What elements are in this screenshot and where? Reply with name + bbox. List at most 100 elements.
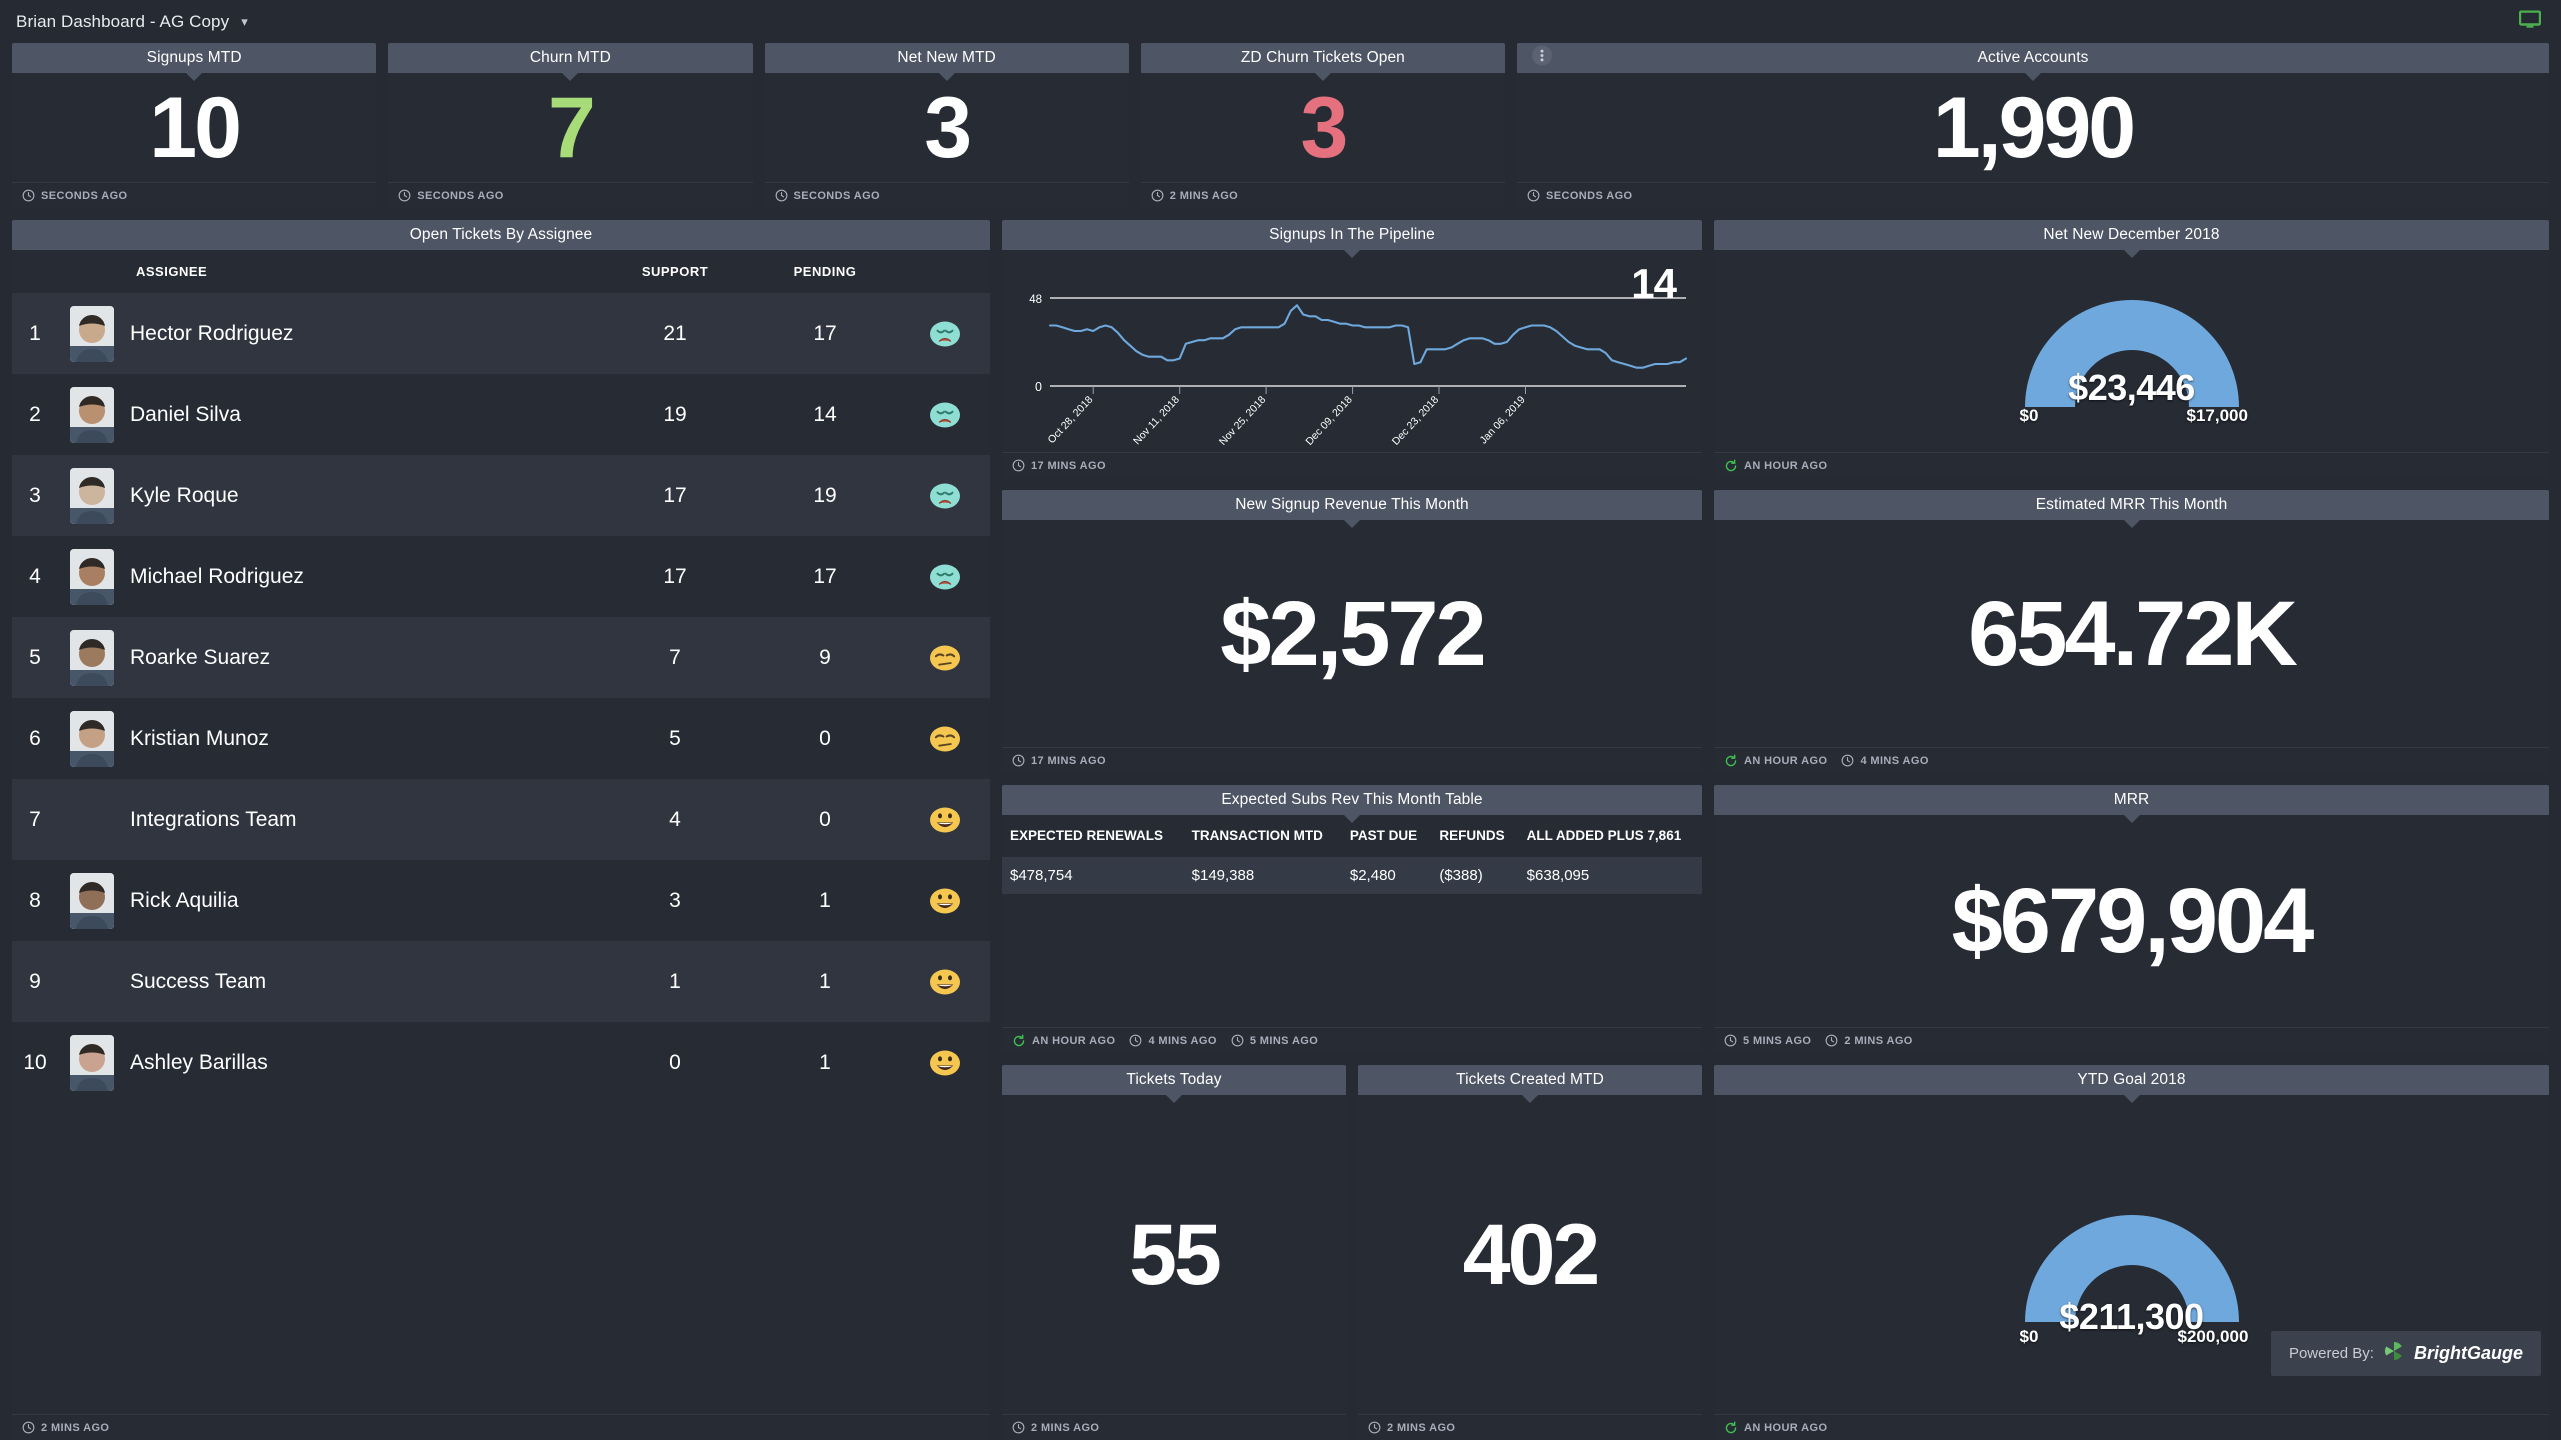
row-assignee: Integrations Team bbox=[58, 779, 600, 860]
table-row[interactable]: 9 Success Team 1 1 bbox=[12, 941, 990, 1022]
gauge-value: $23,446 bbox=[2068, 367, 2195, 409]
brightgauge-badge[interactable]: Powered By: BrightGauge bbox=[2270, 1331, 2541, 1376]
widget-header: MRR bbox=[1714, 785, 2549, 823]
assignee-name: Daniel Silva bbox=[130, 402, 241, 426]
timestamp: 2 MINS AGO bbox=[1151, 189, 1238, 202]
gauge-max-label: $200,000 bbox=[2177, 1326, 2249, 1346]
subs-column-header: REFUNDS bbox=[1439, 828, 1505, 843]
timestamp: 5 MINS AGO bbox=[1724, 1034, 1811, 1047]
table-body: 1 Hector Rodriguez 21 17 2 Daniel Silva 19 14 3 K… bbox=[12, 293, 990, 1103]
timestamp: SECONDS AGO bbox=[775, 189, 881, 202]
timestamp-label: 4 MINS AGO bbox=[1148, 1034, 1217, 1047]
widget-footer: AN HOUR AGO 4 MINS AGO 5 MINS AGO bbox=[1002, 1027, 1702, 1053]
widget-footer: 2 MINS AGO bbox=[12, 1414, 990, 1440]
col-assignee: ASSIGNEE bbox=[58, 250, 600, 293]
widget-footer: 2 MINS AGO bbox=[1358, 1414, 1702, 1440]
widget-body: 48 0 Oct 28, 2018 Nov 11, 2018 Nov 25, 2018 D… bbox=[1002, 250, 1702, 452]
row-rank: 9 bbox=[29, 969, 41, 993]
row-pending: 0 bbox=[819, 807, 831, 831]
row-pending: 1 bbox=[819, 969, 831, 993]
widget-net-new-december[interactable]: Net New December 2018 $23,446 $0 $17,000 bbox=[1714, 220, 2549, 478]
lower-grid: Open Tickets By Assignee ASSIGNEE SUPPOR… bbox=[12, 220, 2549, 1440]
timestamp: AN HOUR AGO bbox=[1724, 459, 1827, 473]
clock-icon bbox=[1724, 1034, 1737, 1047]
row-assignee: Success Team bbox=[58, 941, 600, 1022]
assignee-name: Kristian Munoz bbox=[130, 726, 269, 750]
col-pending: PENDING bbox=[750, 250, 900, 293]
row-mood bbox=[900, 1022, 990, 1103]
widget-expected-subs-rev[interactable]: Expected Subs Rev This Month Table EXPEC… bbox=[1002, 785, 1702, 1053]
timestamp: AN HOUR AGO bbox=[1012, 1034, 1115, 1048]
clock-icon bbox=[1368, 1421, 1381, 1434]
table-row[interactable]: 6 Kristian Munoz 5 0 bbox=[12, 698, 990, 779]
kpi-value: 3 bbox=[924, 79, 972, 176]
row-mood bbox=[900, 293, 990, 374]
expected-subs-table: EXPECTED RENEWALS TRANSACTION MTD PAST DUE… bbox=[1002, 815, 1702, 894]
row-pending: 1 bbox=[819, 1050, 831, 1074]
assignee-name: Kyle Roque bbox=[130, 483, 239, 507]
table-row[interactable]: 4 Michael Rodriguez 17 17 bbox=[12, 536, 990, 617]
kpi-value: 654.72K bbox=[1968, 582, 2298, 685]
gauge-max-label: $17,000 bbox=[2186, 406, 2248, 425]
widget-body: $679,904 bbox=[1714, 815, 2549, 1027]
widget-title: Net New MTD bbox=[897, 49, 996, 66]
table-row[interactable]: 10 Ashley Barillas 0 1 bbox=[12, 1022, 990, 1103]
row-mood bbox=[900, 860, 990, 941]
kpi-net-new-mtd[interactable]: Net New MTD 3 SECONDS AGO bbox=[764, 43, 1129, 208]
row-assignee: Ashley Barillas bbox=[58, 1022, 600, 1103]
row-mood bbox=[900, 536, 990, 617]
widget-footer: SECONDS AGO bbox=[12, 182, 377, 208]
grinning-face-icon bbox=[930, 1050, 960, 1075]
row-assignee: Michael Rodriguez bbox=[58, 536, 600, 617]
widget-ytd-goal[interactable]: YTD Goal 2018 $211,300 $0 $200,000 P bbox=[1714, 1065, 2549, 1440]
row-rank: 8 bbox=[29, 888, 41, 912]
kpi-row: Signups MTD 10 SECONDS AGO Churn MTD bbox=[12, 43, 2549, 208]
widget-header: Active Accounts bbox=[1517, 43, 2549, 81]
info-icon[interactable] bbox=[1531, 45, 1553, 72]
widget-title: Active Accounts bbox=[1977, 49, 2089, 66]
widget-mrr[interactable]: MRR $679,904 5 MINS AGO 2 MINS AGO bbox=[1714, 785, 2549, 1053]
timestamp-label: 4 MINS AGO bbox=[1860, 754, 1929, 767]
row-support: 19 bbox=[663, 402, 687, 426]
widget-header: Tickets Created MTD bbox=[1358, 1065, 1702, 1103]
widget-tickets-created-mtd[interactable]: Tickets Created MTD 402 2 MINS AGO bbox=[1358, 1065, 1702, 1440]
widget-title: Churn MTD bbox=[529, 49, 611, 66]
table-row[interactable]: 5 Roarke Suarez 7 9 bbox=[12, 617, 990, 698]
timestamp: 5 MINS AGO bbox=[1231, 1034, 1318, 1047]
table-row[interactable]: 7 Integrations Team 4 0 bbox=[12, 779, 990, 860]
table-row[interactable]: 1 Hector Rodriguez 21 17 bbox=[12, 293, 990, 374]
widget-body: 402 bbox=[1358, 1095, 1702, 1414]
row-support: 1 bbox=[669, 969, 681, 993]
kpi-active-accounts[interactable]: Active Accounts 1,990 SECONDS AGO bbox=[1517, 43, 2549, 208]
row-mood bbox=[900, 941, 990, 1022]
widget-open-tickets-by-assignee[interactable]: Open Tickets By Assignee ASSIGNEE SUPPOR… bbox=[12, 220, 990, 1440]
kpi-churn-mtd[interactable]: Churn MTD 7 SECONDS AGO bbox=[388, 43, 753, 208]
widget-header: YTD Goal 2018 bbox=[1714, 1065, 2549, 1103]
table-row[interactable]: 8 Rick Aquilia 3 1 bbox=[12, 860, 990, 941]
kpi-zd-churn-tickets-open[interactable]: ZD Churn Tickets Open 3 2 MINS AGO bbox=[1140, 43, 1505, 208]
row-support: 4 bbox=[669, 807, 681, 831]
avatar bbox=[70, 629, 114, 686]
row-assignee: Hector Rodriguez bbox=[58, 293, 600, 374]
avatar bbox=[70, 467, 114, 524]
chevron-down-icon[interactable]: ▾ bbox=[241, 14, 248, 29]
subs-cell: $478,754 bbox=[1002, 856, 1184, 894]
line-chart: 48 0 Oct 28, 2018 Nov 11, 2018 Nov 25, 2018 D… bbox=[1002, 250, 1702, 452]
line-chart-svg: 48 0 Oct 28, 2018 Nov 11, 2018 Nov 25, 2018 D… bbox=[1029, 294, 1688, 448]
widget-estimated-mrr[interactable]: Estimated MRR This Month 654.72K AN HOUR… bbox=[1714, 490, 2549, 773]
subs-cell: ($388) bbox=[1431, 856, 1519, 894]
table-row[interactable]: 2 Daniel Silva 19 14 bbox=[12, 374, 990, 455]
top-bar: Brian Dashboard - AG Copy ▾ bbox=[0, 0, 2561, 43]
kpi-signups-mtd[interactable]: Signups MTD 10 SECONDS AGO bbox=[12, 43, 377, 208]
widget-footer: SECONDS AGO bbox=[1517, 182, 2549, 208]
row-pending: 9 bbox=[819, 645, 831, 669]
widget-signups-in-the-pipeline[interactable]: Signups In The Pipeline 48 0 Oct 28, 2018 N… bbox=[1002, 220, 1702, 478]
row-support: 21 bbox=[663, 321, 687, 345]
monitor-icon[interactable] bbox=[2518, 9, 2542, 33]
row-assignee: Kyle Roque bbox=[58, 455, 600, 536]
table-row[interactable]: 3 Kyle Roque 17 19 bbox=[12, 455, 990, 536]
timestamp-label: AN HOUR AGO bbox=[1744, 459, 1828, 472]
row-mood bbox=[900, 617, 990, 698]
widget-new-signup-revenue[interactable]: New Signup Revenue This Month $2,572 17 … bbox=[1002, 490, 1702, 773]
widget-tickets-today[interactable]: Tickets Today 55 2 MINS AGO bbox=[1002, 1065, 1346, 1440]
